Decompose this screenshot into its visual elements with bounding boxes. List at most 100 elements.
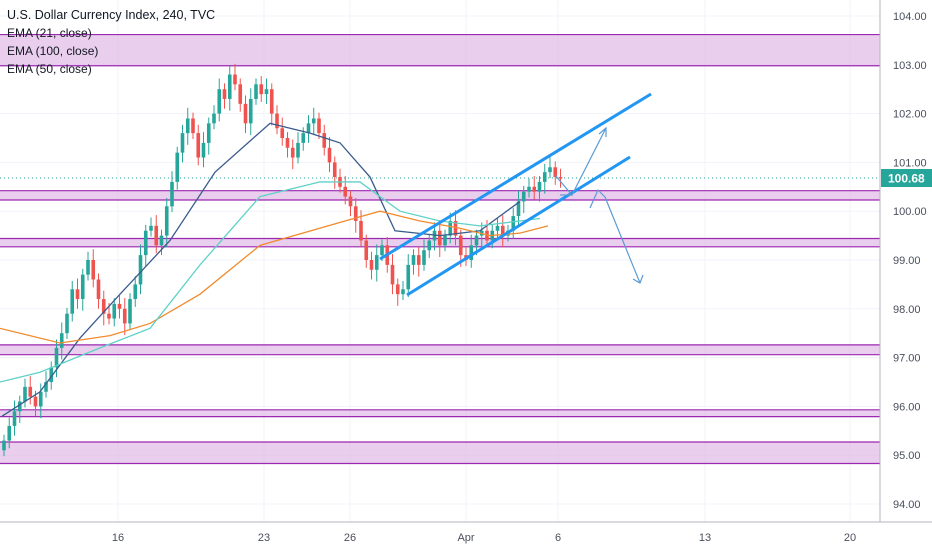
- price-tick-label: 102.00: [893, 109, 927, 121]
- candle-body: [269, 89, 274, 114]
- time-tick-label: 16: [112, 532, 124, 544]
- candle-body: [453, 220, 458, 236]
- time-tick-label: 26: [344, 532, 356, 544]
- price-tick-label: 99.00: [893, 255, 921, 267]
- candle-body: [91, 260, 96, 280]
- candle-body: [185, 118, 190, 134]
- last-price-label: 100.68: [888, 172, 925, 186]
- legend-ema-21[interactable]: EMA (21, close): [7, 26, 92, 40]
- candle-body: [527, 186, 531, 192]
- candle-body: [290, 147, 295, 158]
- candle-body: [380, 245, 384, 256]
- candle-body: [411, 255, 416, 265]
- candle-body: [364, 240, 369, 260]
- candle-body: [254, 84, 258, 99]
- candle-body: [222, 89, 227, 99]
- candle-body: [322, 133, 327, 148]
- candle-body: [390, 264, 395, 285]
- candle-body: [416, 255, 421, 265]
- candle-body: [44, 382, 48, 392]
- candle-body: [238, 84, 243, 104]
- candle-body: [164, 206, 169, 236]
- candle-body: [112, 303, 117, 319]
- sr-zone: [0, 344, 880, 355]
- candle-body: [196, 133, 201, 158]
- candle-body: [296, 142, 300, 158]
- candle-body: [558, 177, 563, 179]
- candle-body: [500, 225, 505, 236]
- time-tick-label: 6: [555, 532, 561, 544]
- candle-body: [448, 220, 453, 236]
- price-tick-label: 104.00: [893, 11, 927, 23]
- candle-body: [458, 235, 463, 256]
- candle-body: [401, 289, 405, 295]
- candle-body: [548, 167, 552, 173]
- price-tick-label: 96.00: [893, 401, 921, 413]
- candle-body: [12, 411, 17, 426]
- candle-body: [170, 181, 174, 207]
- candle-body: [495, 225, 500, 231]
- time-tick-label: 23: [258, 532, 270, 544]
- candle-body: [133, 284, 138, 300]
- price-tick-label: 101.00: [893, 157, 927, 169]
- candle-body: [75, 289, 80, 300]
- channel-lower-line: [406, 155, 631, 297]
- candle-body: [159, 235, 164, 246]
- candle-body: [96, 279, 101, 300]
- candle-body: [70, 289, 75, 314]
- candle-body: [80, 274, 85, 300]
- candle-body: [107, 313, 111, 319]
- sr-zone: [0, 34, 880, 66]
- candle-body: [374, 255, 379, 270]
- candle-body: [485, 230, 489, 241]
- candle-body: [469, 245, 474, 260]
- candle-body: [553, 167, 558, 178]
- sr-zone: [0, 442, 880, 464]
- legend-ema-100[interactable]: EMA (100, close): [7, 44, 99, 58]
- candle-body: [206, 123, 211, 143]
- candle-body: [154, 225, 159, 246]
- candle-body: [59, 333, 64, 348]
- candle-body: [537, 181, 542, 192]
- candle-body: [7, 425, 12, 441]
- candle-body: [86, 260, 90, 275]
- chart-legend: U.S. Dollar Currency Index, 240, TVC EMA…: [7, 6, 215, 78]
- candle-body: [191, 118, 195, 134]
- candle-body: [227, 74, 232, 99]
- candle-body: [542, 172, 547, 182]
- candle-body: [275, 113, 279, 129]
- candle-body: [359, 220, 363, 241]
- candle-body: [143, 230, 148, 256]
- candle-body: [280, 128, 285, 138]
- candle-body: [264, 89, 269, 95]
- candle-body: [437, 230, 442, 246]
- channel-upper-line: [379, 92, 652, 261]
- last-price-badge: [881, 169, 932, 188]
- price-tick-label: 97.00: [893, 353, 921, 365]
- candle-body: [217, 89, 222, 114]
- sr-zone: [0, 190, 880, 200]
- candle-body: [259, 84, 264, 95]
- time-tick-label: 13: [699, 532, 711, 544]
- ema-21-line: [1, 122, 521, 417]
- candle-body: [201, 142, 206, 158]
- candle-body: [175, 152, 180, 182]
- candle-body: [301, 133, 306, 143]
- projection-arrow: [604, 196, 641, 284]
- candle-body: [117, 303, 122, 309]
- candle-body: [532, 186, 537, 192]
- candle-body: [180, 133, 185, 153]
- price-tick-label: 103.00: [893, 60, 927, 72]
- candle-body: [474, 235, 479, 246]
- projection-arrow: [589, 188, 606, 209]
- candle-body: [2, 440, 6, 451]
- candle-body: [23, 386, 27, 402]
- candle-body: [243, 103, 248, 124]
- candle-body: [311, 118, 316, 124]
- candle-body: [212, 113, 216, 124]
- candle-body: [427, 240, 432, 251]
- candle-body: [17, 401, 22, 412]
- legend-ema-50[interactable]: EMA (50, close): [7, 62, 92, 76]
